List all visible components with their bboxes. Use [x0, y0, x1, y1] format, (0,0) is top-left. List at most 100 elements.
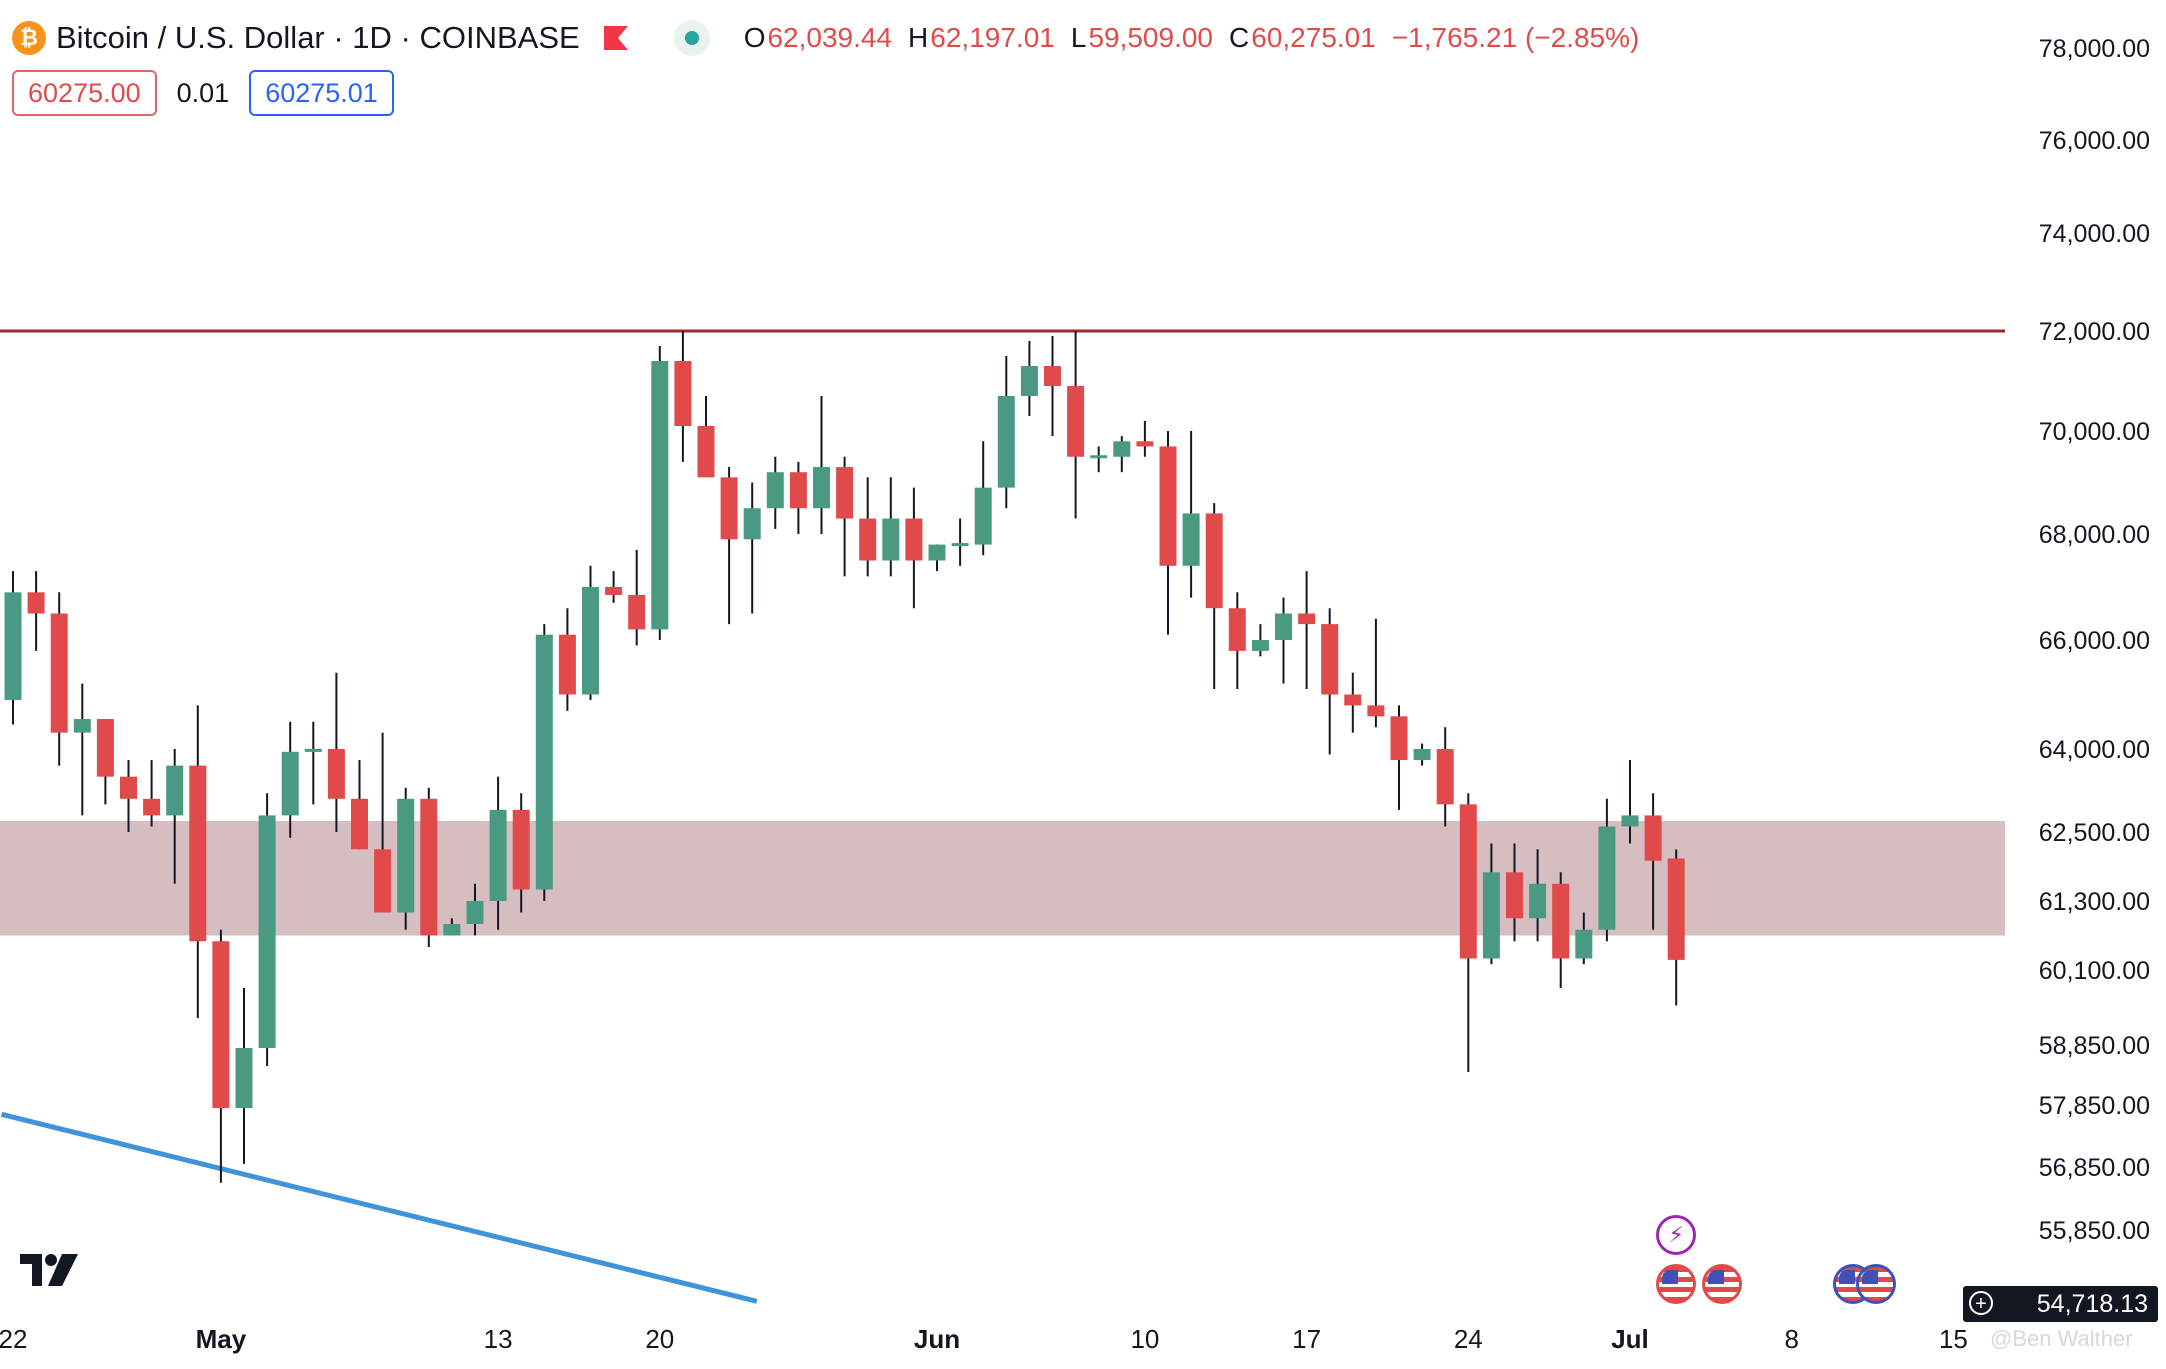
- candle[interactable]: [859, 477, 877, 577]
- candle[interactable]: [1367, 618, 1385, 728]
- candle[interactable]: [281, 721, 299, 838]
- candle[interactable]: [1413, 743, 1431, 766]
- candle[interactable]: [1159, 431, 1177, 635]
- candle[interactable]: [1136, 421, 1154, 457]
- candle[interactable]: [304, 721, 322, 805]
- buy-price-button[interactable]: 60275.01: [249, 70, 394, 116]
- candle[interactable]: [50, 592, 68, 766]
- candle[interactable]: [489, 776, 507, 930]
- candle[interactable]: [1205, 503, 1223, 690]
- candle[interactable]: [1321, 608, 1339, 755]
- candle[interactable]: [882, 477, 900, 577]
- time-tick-label: 17: [1292, 1324, 1321, 1354]
- candle[interactable]: [651, 346, 669, 640]
- candle[interactable]: [558, 608, 576, 711]
- candle[interactable]: [4, 571, 22, 725]
- candle[interactable]: [1436, 727, 1454, 827]
- candle-body-down: [789, 472, 807, 509]
- last-price-label[interactable]: + 54,718.13: [1963, 1286, 2158, 1322]
- candle[interactable]: [789, 461, 807, 534]
- candle[interactable]: [235, 988, 253, 1164]
- candle[interactable]: [1644, 793, 1662, 930]
- candle-body-down: [1667, 858, 1685, 960]
- candle[interactable]: [674, 331, 692, 462]
- candle-body-down: [351, 798, 368, 850]
- us-flag-event-icon[interactable]: [1856, 1264, 1897, 1304]
- candle[interactable]: [96, 719, 114, 805]
- candle[interactable]: [535, 624, 553, 901]
- candle[interactable]: [1113, 436, 1131, 473]
- market-status-icon[interactable]: [673, 20, 710, 56]
- candle[interactable]: [582, 565, 599, 700]
- candle[interactable]: [997, 356, 1015, 509]
- candle[interactable]: [1598, 798, 1616, 942]
- time-axis[interactable]: 22 May 13 20 Jun 10 17 24 Jul 8 15: [0, 1324, 1968, 1354]
- trendline[interactable]: [0, 1111, 758, 1304]
- candle[interactable]: [1298, 571, 1316, 690]
- candle[interactable]: [189, 705, 207, 1018]
- flag-icon[interactable]: [603, 26, 628, 50]
- candle[interactable]: [1459, 793, 1477, 1072]
- candle[interactable]: [397, 787, 415, 930]
- candle[interactable]: [374, 732, 392, 913]
- candle[interactable]: [1506, 843, 1523, 942]
- candle[interactable]: [1529, 849, 1547, 942]
- candle[interactable]: [212, 929, 230, 1183]
- candle[interactable]: [120, 760, 137, 832]
- sell-price-button[interactable]: 60275.00: [12, 70, 157, 116]
- candle[interactable]: [743, 482, 761, 614]
- candle[interactable]: [1182, 431, 1200, 598]
- candle[interactable]: [951, 518, 969, 566]
- candle[interactable]: [1251, 624, 1269, 657]
- candle[interactable]: [512, 793, 530, 913]
- us-flag-event-icon[interactable]: [1702, 1264, 1743, 1304]
- candle[interactable]: [836, 456, 854, 577]
- candle[interactable]: [697, 396, 715, 478]
- candle-body-down: [420, 798, 438, 936]
- candle[interactable]: [27, 571, 45, 651]
- candle[interactable]: [443, 918, 461, 936]
- candle[interactable]: [166, 749, 184, 884]
- candle[interactable]: [1552, 872, 1570, 988]
- candle[interactable]: [143, 760, 161, 827]
- candle[interactable]: [1575, 912, 1593, 965]
- candle[interactable]: [1020, 341, 1038, 416]
- support-zone[interactable]: [0, 820, 2005, 936]
- candle[interactable]: [720, 467, 738, 625]
- candle[interactable]: [605, 571, 623, 603]
- tradingview-logo[interactable]: [18, 1250, 84, 1290]
- candle[interactable]: [766, 456, 784, 529]
- candle[interactable]: [351, 760, 368, 850]
- candle[interactable]: [1275, 597, 1292, 684]
- candle[interactable]: [974, 441, 992, 556]
- candle[interactable]: [1482, 843, 1500, 965]
- candle[interactable]: [905, 487, 923, 609]
- price-axis[interactable]: 78,000.00 76,000.00 74,000.00 72,000.00 70,0…: [2039, 35, 2150, 1245]
- candle[interactable]: [628, 549, 646, 646]
- candle[interactable]: [1044, 336, 1061, 437]
- candle[interactable]: [1621, 760, 1639, 844]
- candle[interactable]: [73, 683, 91, 816]
- candle[interactable]: [1228, 592, 1246, 690]
- candle-body-down: [1436, 749, 1454, 805]
- candle[interactable]: [327, 672, 345, 832]
- flash-event-icon[interactable]: ⚡: [1656, 1215, 1697, 1255]
- symbol-title[interactable]: Bitcoin / U.S. Dollar · 1D · COINBASE: [56, 20, 580, 55]
- candle[interactable]: [928, 544, 946, 572]
- candle[interactable]: [466, 883, 484, 936]
- candle[interactable]: [420, 787, 438, 947]
- candle[interactable]: [1667, 849, 1685, 1006]
- candle[interactable]: [1067, 331, 1085, 519]
- candle[interactable]: [1390, 705, 1408, 810]
- candle[interactable]: [258, 793, 276, 1066]
- add-plus-icon[interactable]: +: [1969, 1291, 1993, 1315]
- candle[interactable]: [1090, 446, 1108, 473]
- candle[interactable]: [813, 396, 830, 534]
- candle-body-down: [189, 765, 207, 942]
- us-flag-event-icon[interactable]: [1656, 1264, 1697, 1304]
- candle[interactable]: [1344, 672, 1362, 733]
- order-panel: 60275.00 0.01 60275.01: [12, 70, 394, 116]
- time-tick-label: 10: [1130, 1324, 1159, 1354]
